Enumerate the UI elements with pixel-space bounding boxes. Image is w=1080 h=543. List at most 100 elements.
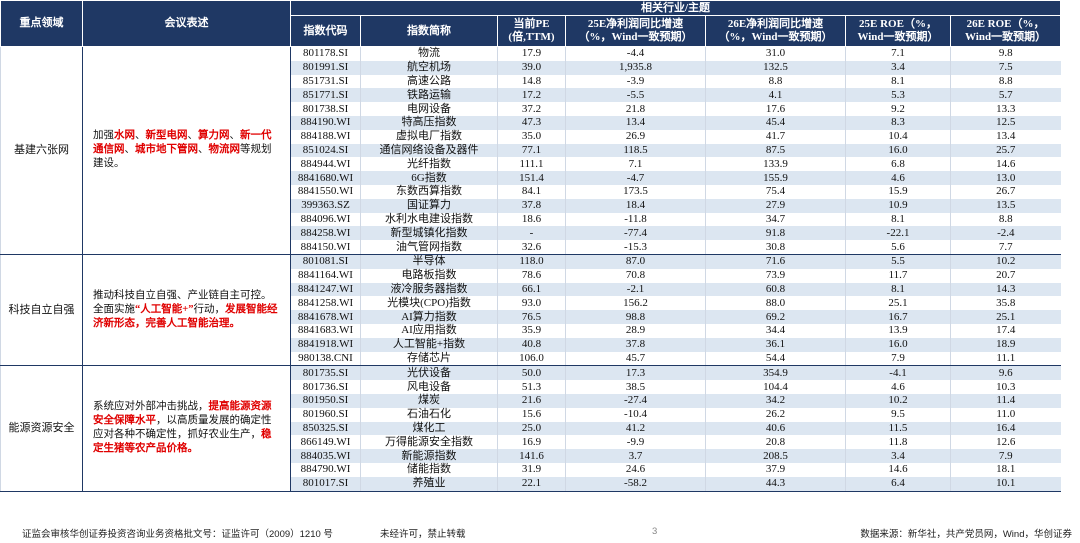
table-cell: 15.6 bbox=[497, 407, 566, 422]
header-text: 25E净利润同比增速 bbox=[587, 18, 684, 30]
table-cell: 7.7 bbox=[949, 240, 1061, 255]
table-row: 8841680.WI 6G指数 151.4 -4.7 155.9 4.6 13.0 bbox=[1, 171, 1061, 185]
table-cell: 4.6 bbox=[845, 171, 951, 185]
table-cell: 35.9 bbox=[497, 323, 566, 338]
header-text: 当前PE bbox=[513, 18, 550, 30]
table-row: 801960.SI 石油石化 15.6 -10.4 26.2 9.5 11.0 bbox=[1, 407, 1061, 422]
table-cell: 虚拟电厂指数 bbox=[360, 129, 498, 144]
table-cell: 半导体 bbox=[360, 254, 498, 269]
table-cell: 884258.WI bbox=[290, 226, 361, 241]
table-cell: 132.5 bbox=[705, 60, 846, 75]
table-cell: 物流 bbox=[360, 46, 498, 61]
table-cell: -3.9 bbox=[565, 74, 706, 89]
table-row: 801991.SI 航空机场 39.0 1,935.8 132.5 3.4 7.5 bbox=[1, 60, 1061, 75]
table-cell: 水利水电建设指数 bbox=[360, 212, 498, 227]
table-row: 884190.WI 特高压指数 47.3 13.4 45.4 8.3 12.5 bbox=[1, 115, 1061, 130]
table-cell: 11.7 bbox=[845, 268, 951, 283]
table-cell: 储能指数 bbox=[360, 462, 498, 477]
statement-text: 、 bbox=[124, 144, 136, 156]
header-row: 指数代码 指数简称 当前PE (倍,TTM) 25E净利润同比增速 （%，Wind一致预期… bbox=[1, 15, 1062, 47]
focus-area: 能源资源安全 bbox=[0, 365, 83, 492]
table-cell: -11.8 bbox=[565, 212, 706, 227]
table-cell: 60.8 bbox=[705, 282, 846, 297]
table-cell: 14.6 bbox=[949, 157, 1061, 172]
table-cell: 7.1 bbox=[565, 157, 706, 172]
table-cell: 75.4 bbox=[705, 184, 846, 199]
table-cell: 铁路运输 bbox=[360, 88, 498, 103]
table-cell: 9.8 bbox=[949, 46, 1061, 61]
table-cell: 26.2 bbox=[705, 407, 846, 422]
table-row: 851024.SI 通信网络设备及器件 77.1 118.5 87.5 16.0 25.7 bbox=[1, 143, 1061, 158]
table-cell: 28.9 bbox=[565, 323, 706, 338]
header-text: 指数简称 bbox=[407, 24, 451, 37]
table-row: 884188.WI 虚拟电厂指数 35.0 26.9 41.7 10.4 13.4 bbox=[1, 129, 1061, 144]
statement-text: “人工智能+” bbox=[135, 304, 194, 316]
table-cell: 10.9 bbox=[845, 198, 951, 213]
table-cell: 5.5 bbox=[845, 254, 951, 269]
table-cell: 11.0 bbox=[949, 407, 1061, 422]
table-cell: 12.6 bbox=[949, 435, 1061, 450]
table-cell: 11.4 bbox=[949, 393, 1061, 408]
table-cell: 11.1 bbox=[949, 351, 1061, 367]
table-cell: 10.1 bbox=[949, 476, 1061, 492]
table-cell: 8.8 bbox=[949, 212, 1061, 227]
table-cell: 9.5 bbox=[845, 407, 951, 422]
table-row: 8841550.WI 东数西算指数 84.1 173.5 75.4 15.9 26.7 bbox=[1, 184, 1061, 199]
table-cell: 34.4 bbox=[705, 323, 846, 338]
table-cell: 14.8 bbox=[497, 74, 566, 89]
table-cell: 37.8 bbox=[497, 198, 566, 213]
table-cell: 801081.SI bbox=[290, 254, 361, 269]
table-cell: 45.7 bbox=[565, 351, 706, 367]
table-row: 884944.WI 光纤指数 111.1 7.1 133.9 6.8 14.6 bbox=[1, 157, 1061, 172]
table-row: 884258.WI 新型城镇化指数 - -77.4 91.8 -22.1 -2.4 bbox=[1, 226, 1061, 241]
table-cell: 801736.SI bbox=[290, 380, 361, 394]
table-cell: 151.4 bbox=[497, 171, 566, 185]
table-cell: 8841678.WI bbox=[290, 310, 361, 324]
table-cell: 24.6 bbox=[565, 462, 706, 477]
table-cell: 13.5 bbox=[949, 198, 1061, 213]
statement-text: 稳定生猪等农产品价格。 bbox=[93, 429, 272, 455]
meeting-statement: 推动科技自立自强、产业链自主可控。全面实施“人工智能+”行动，发展智能经济新形态… bbox=[82, 254, 291, 367]
table-cell: 173.5 bbox=[565, 184, 706, 199]
table-cell: 208.5 bbox=[705, 449, 846, 463]
statement-text: 提高能源资源安全保障水平 bbox=[93, 401, 272, 427]
table-cell: 13.4 bbox=[949, 129, 1061, 144]
table-cell: 801735.SI bbox=[290, 365, 361, 381]
table-cell: 44.3 bbox=[705, 476, 846, 492]
table-cell: 37.8 bbox=[565, 337, 706, 352]
table-cell: 8.1 bbox=[845, 212, 951, 227]
table-cell: 8841683.WI bbox=[290, 323, 361, 338]
table-row: 884150.WI 油气管网指数 32.6 -15.3 30.8 5.6 7.7 bbox=[1, 240, 1061, 255]
header-cell: 相关行业/主题 bbox=[289, 0, 1062, 16]
table-body: 基建六张网 加强水网、新型电网、算力网、新一代通信网、城市地下管网、物流网等规划建… bbox=[0, 46, 1061, 492]
focus-area: 科技自立自强 bbox=[0, 254, 83, 367]
table-cell: 155.9 bbox=[705, 171, 846, 185]
table-cell: 15.9 bbox=[845, 184, 951, 199]
table-cell: 26.9 bbox=[565, 129, 706, 144]
table-cell: 7.9 bbox=[845, 351, 951, 367]
table-cell: 6G指数 bbox=[360, 171, 498, 185]
table-cell: 884190.WI bbox=[290, 115, 361, 130]
table-cell: -10.4 bbox=[565, 407, 706, 422]
table-cell: 88.0 bbox=[705, 296, 846, 311]
table-cell: 18.9 bbox=[949, 337, 1061, 352]
table-cell: 人工智能+指数 bbox=[360, 337, 498, 352]
table-cell: 18.1 bbox=[949, 462, 1061, 477]
table-row: 基建六张网 加强水网、新型电网、算力网、新一代通信网、城市地下管网、物流网等规划建… bbox=[0, 46, 1061, 255]
table-cell: 851024.SI bbox=[290, 143, 361, 158]
table-row: 866149.WI 万得能源安全指数 16.9 -9.9 20.8 11.8 12.6 bbox=[1, 435, 1061, 450]
table-row: 801017.SI 养殖业 22.1 -58.2 44.3 6.4 10.1 bbox=[1, 476, 1061, 492]
table-cell: 17.9 bbox=[497, 46, 566, 61]
table-cell: -2.4 bbox=[949, 226, 1061, 241]
table-row: 884790.WI 储能指数 31.9 24.6 37.9 14.6 18.1 bbox=[1, 462, 1061, 477]
table-cell: 25.1 bbox=[949, 310, 1061, 324]
table-cell: 106.0 bbox=[497, 351, 566, 367]
table-cell: -27.4 bbox=[565, 393, 706, 408]
table-row: 8841247.WI 液冷服务器指数 66.1 -2.1 60.8 8.1 14.3 bbox=[1, 282, 1061, 297]
table-cell: 77.1 bbox=[497, 143, 566, 158]
table-cell: 801950.SI bbox=[290, 393, 361, 408]
table-cell: 7.5 bbox=[949, 60, 1061, 75]
table-cell: 884150.WI bbox=[290, 240, 361, 255]
table-cell: 3.4 bbox=[845, 60, 951, 75]
table-cell: 980138.CNI bbox=[290, 351, 361, 367]
